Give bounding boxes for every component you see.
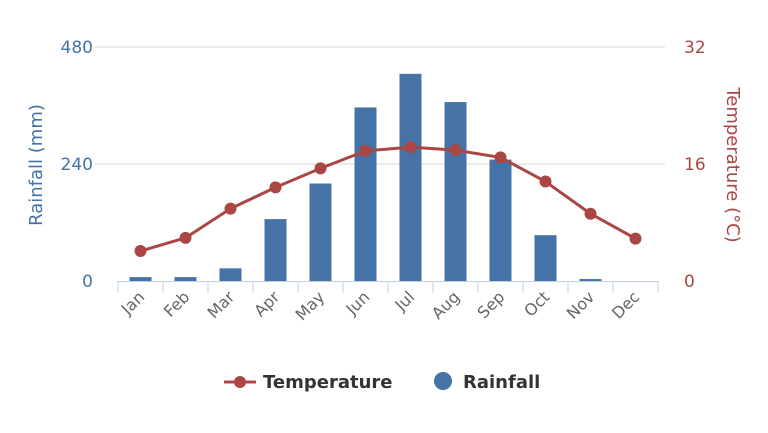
temperature-point-aug[interactable] <box>449 144 462 157</box>
temperature-point-jul[interactable] <box>404 141 417 154</box>
y-left-tick-label: 480 <box>61 38 93 58</box>
legend-temperature-marker <box>234 376 246 388</box>
y-right-tick-label: 32 <box>684 38 706 58</box>
x-tick-label: Oct <box>520 287 553 320</box>
temperature-point-nov[interactable] <box>584 207 597 220</box>
legend-item-rainfall[interactable]: Rainfall <box>434 372 540 393</box>
y-left-tick-label: 240 <box>61 155 93 175</box>
temperature-point-jan[interactable] <box>134 245 147 258</box>
legend[interactable]: Temperature Rainfall <box>224 372 540 393</box>
temperature-point-apr[interactable] <box>269 181 282 194</box>
x-tick-label: Jun <box>342 287 374 319</box>
temperature-point-may[interactable] <box>314 162 327 175</box>
temperature-point-dec[interactable] <box>629 232 642 245</box>
legend-temperature-label: Temperature <box>263 372 392 393</box>
y-left-tick-label: 0 <box>82 272 93 292</box>
rainfall-bar-oct[interactable] <box>534 235 557 281</box>
rainfall-bar-jan[interactable] <box>129 277 152 281</box>
x-tick-label: Jul <box>391 287 419 315</box>
x-tick-label: Mar <box>204 287 239 322</box>
temperature-line <box>134 141 642 258</box>
temperature-point-feb[interactable] <box>179 231 192 244</box>
y-axis-right-title: Temperature (°C) <box>722 86 743 242</box>
temperature-point-jun[interactable] <box>359 144 372 157</box>
x-tick-label: Feb <box>160 287 193 320</box>
rainfall-bar-feb[interactable] <box>174 277 197 281</box>
legend-rainfall-marker <box>434 372 452 390</box>
x-tick-label: Apr <box>250 287 283 320</box>
x-tick-label: Jan <box>117 287 149 319</box>
rainfall-bars <box>129 73 602 282</box>
y-axis-left-title: Rainfall (mm) <box>26 104 47 226</box>
rainfall-bar-jul[interactable] <box>399 73 422 281</box>
rainfall-bar-may[interactable] <box>309 183 332 282</box>
temperature-series-line <box>140 145 637 253</box>
temperature-point-sep[interactable] <box>494 151 507 164</box>
rainfall-bar-nov[interactable] <box>579 279 602 281</box>
rainfall-bar-apr[interactable] <box>264 219 287 281</box>
temperature-point-mar[interactable] <box>224 202 237 215</box>
gridlines <box>95 46 665 165</box>
y-right-tick-label: 16 <box>684 155 706 175</box>
temperature-point-oct[interactable] <box>539 175 552 188</box>
legend-item-temperature[interactable]: Temperature <box>224 372 392 393</box>
rainfall-bar-aug[interactable] <box>444 102 467 282</box>
rainfall-bar-mar[interactable] <box>219 268 242 281</box>
x-axis <box>117 281 659 293</box>
x-tick-label: Sep <box>474 287 509 322</box>
y-right-tick-label: 0 <box>684 272 695 292</box>
rainfall-bar-sep[interactable] <box>489 159 512 281</box>
legend-rainfall-label: Rainfall <box>463 372 540 393</box>
rainfall-bar-jun[interactable] <box>354 107 377 281</box>
x-tick-label: May <box>292 287 329 324</box>
